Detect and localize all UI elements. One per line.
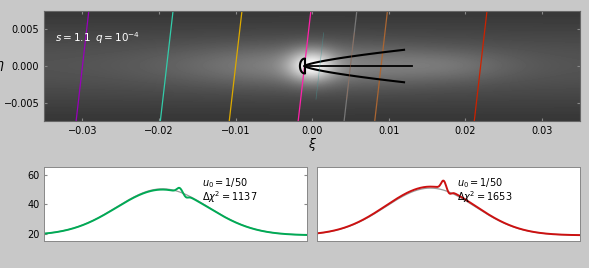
Text: $\Delta\chi^2=1137$: $\Delta\chi^2=1137$	[202, 189, 257, 205]
Text: $s=1.1\;\; q=10^{-4}$: $s=1.1\;\; q=10^{-4}$	[55, 30, 140, 46]
Text: $u_0=1/50$: $u_0=1/50$	[456, 176, 502, 190]
Y-axis label: $\eta$: $\eta$	[0, 59, 4, 73]
Text: $u_0=1/50$: $u_0=1/50$	[202, 176, 248, 190]
X-axis label: $\xi$: $\xi$	[307, 136, 317, 153]
Text: $\Delta\chi^2=1653$: $\Delta\chi^2=1653$	[456, 189, 512, 205]
